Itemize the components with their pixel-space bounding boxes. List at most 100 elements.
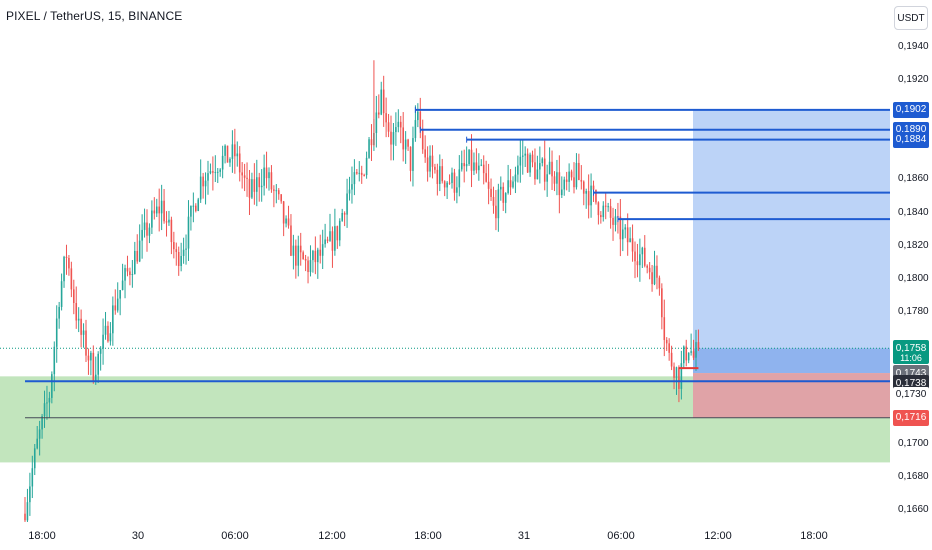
candle: [214, 155, 217, 183]
currency-button[interactable]: USDT: [894, 6, 928, 30]
candle: [251, 172, 253, 200]
candle: [604, 191, 607, 220]
candle-body: [575, 162, 578, 188]
candle: [378, 94, 380, 119]
chart-title: PIXEL / TetherUS, 15, BINANCE: [6, 9, 183, 23]
candle-body: [199, 176, 202, 200]
candle-body: [478, 165, 480, 171]
candle: [314, 236, 317, 275]
candle-body: [302, 252, 304, 260]
candle: [600, 211, 602, 224]
candle: [277, 188, 280, 200]
candle-body: [612, 217, 614, 225]
candle: [85, 319, 87, 363]
candle-body: [517, 165, 519, 175]
candle-body: [543, 158, 546, 182]
candle: [104, 311, 107, 340]
candle: [90, 350, 92, 376]
candle-body: [246, 177, 248, 179]
price-tick-label: 0,1680: [898, 471, 929, 483]
candle-body: [397, 121, 400, 128]
candle: [431, 145, 434, 179]
candle: [326, 236, 329, 244]
candle: [370, 124, 373, 161]
candle-body: [143, 222, 146, 230]
time-axis[interactable]: [0, 522, 890, 550]
entry-zone: [693, 348, 890, 374]
candle-body: [204, 180, 207, 187]
candle: [441, 158, 444, 184]
candle: [463, 149, 465, 183]
candle: [526, 148, 529, 174]
candle-body: [341, 213, 343, 221]
candle-body: [65, 256, 68, 259]
price-tick-label: 0,1660: [898, 504, 929, 516]
candle-body: [256, 177, 258, 192]
candle: [429, 145, 431, 178]
candle-body: [41, 416, 43, 430]
candle: [351, 166, 353, 204]
candle: [465, 146, 468, 172]
price-tick-label: 0,1920: [898, 74, 929, 86]
candle: [582, 180, 585, 206]
candle: [409, 146, 412, 182]
candle-body: [609, 206, 612, 218]
candle-body: [109, 333, 112, 342]
candle-body: [165, 221, 168, 223]
candle: [529, 152, 531, 177]
candle-body: [134, 250, 136, 275]
candle-body: [370, 139, 373, 146]
candle: [397, 109, 400, 133]
candle-body: [582, 181, 585, 194]
candle: [692, 339, 695, 361]
candle-body: [346, 193, 348, 215]
candle: [199, 159, 202, 203]
candle: [509, 169, 512, 195]
candle: [204, 172, 207, 205]
candle-body: [36, 438, 38, 449]
candle: [436, 163, 439, 196]
candle-body: [626, 227, 629, 243]
candle: [541, 157, 544, 167]
candle-body: [285, 218, 287, 224]
candle: [497, 183, 500, 232]
price-label: 0,1884: [893, 131, 929, 148]
candle-body: [439, 166, 441, 184]
candle: [597, 201, 600, 225]
candle: [280, 194, 282, 204]
candle: [580, 165, 583, 190]
candle-body: [80, 318, 82, 335]
candle-body: [485, 173, 487, 182]
candle-body: [683, 346, 685, 364]
candle-body: [97, 353, 99, 375]
price-axis[interactable]: [890, 0, 932, 550]
candle: [55, 305, 58, 363]
candle: [48, 391, 51, 418]
candle: [368, 137, 370, 159]
candle: [163, 188, 165, 224]
candle-body: [177, 252, 180, 267]
candle: [317, 247, 319, 279]
candle: [92, 345, 95, 384]
price-label: 0,1902: [893, 101, 929, 118]
chart-area[interactable]: [0, 0, 890, 522]
time-tick-label: 06:00: [221, 530, 249, 542]
candle-body: [202, 176, 204, 187]
candle: [697, 329, 700, 351]
candle: [663, 299, 666, 357]
candle-body: [417, 111, 419, 121]
candle: [24, 496, 26, 522]
candle-body: [170, 219, 173, 243]
candle-body: [580, 179, 583, 182]
candle-body: [385, 113, 387, 123]
candle-body: [94, 374, 97, 381]
candle: [265, 151, 268, 189]
candle-body: [48, 397, 51, 403]
time-tick-label: 06:00: [607, 530, 635, 542]
candle: [443, 180, 446, 197]
candle-body: [375, 112, 378, 133]
candle: [224, 144, 226, 164]
candle: [456, 176, 458, 204]
candle-body: [502, 186, 505, 203]
candle: [348, 176, 351, 201]
